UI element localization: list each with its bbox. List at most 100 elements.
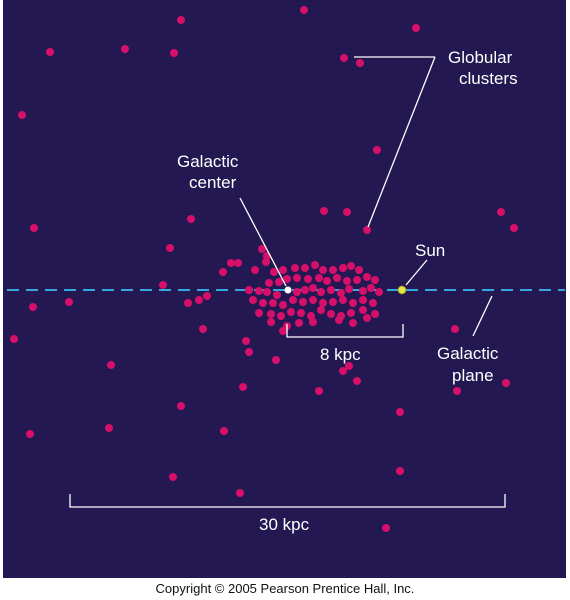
globular-cluster-dot (339, 367, 347, 375)
globular-cluster-dot (159, 281, 167, 289)
galactic-center-label-line2: center (189, 173, 237, 192)
galaxy-diagram-panel: Globular clusters Galactic center Sun Ga… (3, 0, 566, 578)
galactic-plane-label-line2: plane (452, 366, 494, 385)
globular-cluster-dot (337, 289, 345, 297)
globular-cluster-dot (267, 310, 275, 318)
globular-cluster-dot (369, 299, 377, 307)
globular-cluster-dot (349, 319, 357, 327)
globular-cluster-dot (327, 286, 335, 294)
globular-cluster-dot (309, 296, 317, 304)
globular-cluster-dot (301, 286, 309, 294)
globular-cluster-dot (299, 298, 307, 306)
globular-cluster-dot (317, 306, 325, 314)
globular-cluster-dot (309, 318, 317, 326)
globular-cluster-dot (375, 288, 383, 296)
globular-cluster-dot (105, 424, 113, 432)
globular-cluster-dot (245, 286, 253, 294)
globular-cluster-dot (245, 348, 253, 356)
globular-cluster-dot (291, 264, 299, 272)
globular-cluster-dot (293, 288, 301, 296)
globular-cluster-dot (339, 296, 347, 304)
globular-cluster-dot (396, 408, 404, 416)
globular-cluster-dot (353, 377, 361, 385)
globular-cluster-dot (412, 24, 420, 32)
globular-cluster-dot (382, 524, 390, 532)
globular-cluster-dot (169, 473, 177, 481)
globular-cluster-dot (320, 207, 328, 215)
globular-cluster-dot (30, 224, 38, 232)
globular-cluster-dot (255, 287, 263, 295)
globular-cluster-dot (347, 309, 355, 317)
globular-cluster-dot (333, 274, 341, 282)
plane-leader-line (472, 295, 493, 337)
globular-cluster-dot (451, 325, 459, 333)
scale-bracket-30kpc (69, 494, 506, 508)
globular-cluster-dot (219, 268, 227, 276)
globular-cluster-dot (347, 262, 355, 270)
globular-cluster-dot (279, 301, 287, 309)
galactic-center-label-line1: Galactic (177, 152, 239, 171)
globular-cluster-dot (270, 268, 278, 276)
globular-cluster-dot (199, 325, 207, 333)
globular-cluster-dot (356, 59, 364, 67)
globular-cluster-dot (272, 356, 280, 364)
globular-cluster-dot (293, 274, 301, 282)
globular-cluster-dot (311, 261, 319, 269)
globular-cluster-dot (315, 274, 323, 282)
galactic-plane-label-line1: Galactic (437, 344, 499, 363)
globular-cluster-dot (275, 278, 283, 286)
globular-cluster-dot (65, 298, 73, 306)
globular-cluster-dot (267, 318, 275, 326)
globular-cluster-dot (279, 266, 287, 274)
globular-cluster-dot (177, 402, 185, 410)
globular-cluster-dot (510, 224, 518, 232)
globular-cluster-dot (340, 54, 348, 62)
globular-cluster-dot (371, 276, 379, 284)
globular-cluster-dot (184, 299, 192, 307)
galactic-center-dot (284, 286, 292, 294)
globular-cluster-dot (315, 387, 323, 395)
globular-cluster-dot (249, 296, 257, 304)
globular-cluster-dot (363, 314, 371, 322)
globular-cluster-dot (258, 245, 266, 253)
globular-cluster-dot (263, 288, 271, 296)
sun-leader-line (405, 259, 428, 286)
globular-cluster-dot (121, 45, 129, 53)
globular-cluster-dot (502, 379, 510, 387)
globular-cluster-dot (359, 296, 367, 304)
globular-cluster-dot (166, 244, 174, 252)
globular-cluster-dot (355, 266, 363, 274)
sun-dot (397, 285, 407, 295)
globular-cluster-dot (343, 208, 351, 216)
scale-bracket-8kpc (286, 324, 404, 338)
scale-label-8kpc: 8 kpc (320, 345, 361, 364)
globular-cluster-dot (304, 275, 312, 283)
globular-clusters-label-line1: Globular (448, 48, 513, 67)
globular-cluster-dot (367, 284, 375, 292)
globular-cluster-dot (353, 276, 361, 284)
globular-cluster-dot (327, 310, 335, 318)
globular-cluster-dot (277, 312, 285, 320)
globular-cluster-dot (319, 266, 327, 274)
globular-cluster-dot (371, 310, 379, 318)
globular-cluster-dot (177, 16, 185, 24)
globular-cluster-dot (10, 335, 18, 343)
copyright-notice: Copyright © 2005 Pearson Prentice Hall, … (155, 581, 415, 596)
globular-leader-line-2 (367, 56, 436, 228)
globular-cluster-dot (187, 215, 195, 223)
globular-cluster-dot (289, 296, 297, 304)
globular-cluster-dot (317, 288, 325, 296)
globular-cluster-dot (26, 430, 34, 438)
globular-cluster-dot (359, 306, 367, 314)
globular-cluster-dot (323, 277, 331, 285)
globular-cluster-dot (329, 298, 337, 306)
sun-label: Sun (415, 241, 445, 260)
globular-cluster-dot (262, 258, 270, 266)
globular-cluster-dot (345, 285, 353, 293)
globular-cluster-dot (335, 316, 343, 324)
globular-cluster-dot (273, 291, 281, 299)
globular-clusters-label-line2: clusters (459, 69, 518, 88)
globular-cluster-dot (259, 299, 267, 307)
globular-cluster-dot (343, 277, 351, 285)
globular-cluster-dot (319, 299, 327, 307)
